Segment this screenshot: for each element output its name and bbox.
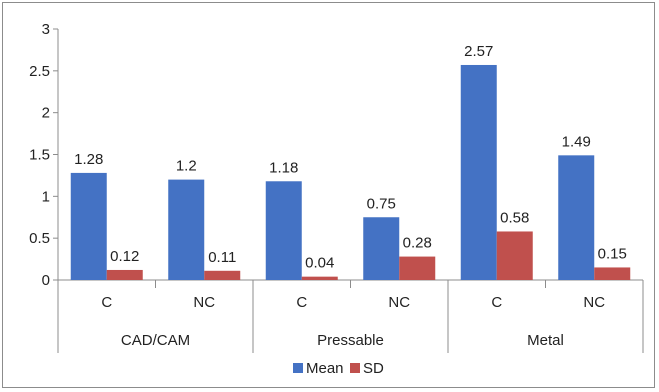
mean-data-label: 1.18 — [269, 159, 298, 176]
mean-bar — [168, 180, 204, 280]
sd-data-label: 0.04 — [305, 255, 334, 272]
x-category-label: NC — [193, 294, 215, 311]
mean-data-label: 2.57 — [464, 43, 493, 60]
bar-chart: 0 0.5 1 1.5 2 2.5 3 1.28 0.12 C 1.2 0.11 NC 1.18 0.04 C… — [3, 3, 656, 389]
x-category-label: C — [296, 294, 307, 311]
mean-bar — [461, 65, 497, 280]
sd-bar — [302, 277, 338, 280]
legend-swatch-sd — [350, 363, 360, 373]
sd-data-label: 0.58 — [500, 209, 529, 226]
x-group-label: CAD/CAM — [121, 332, 190, 349]
sd-data-label: 0.12 — [110, 248, 139, 265]
y-tick-label: 0 — [42, 272, 50, 289]
sd-bar — [204, 271, 240, 280]
legend-label-mean: Mean — [306, 360, 344, 377]
sd-bar — [497, 231, 533, 280]
sd-data-label: 0.15 — [598, 245, 627, 262]
sd-data-label: 0.28 — [403, 235, 432, 252]
chart-frame: 0 0.5 1 1.5 2 2.5 3 1.28 0.12 C 1.2 0.11 NC 1.18 0.04 C… — [2, 2, 655, 388]
legend-swatch-mean — [293, 363, 303, 373]
mean-bar — [363, 217, 399, 280]
x-category-label: C — [101, 294, 112, 311]
x-category-label: C — [491, 294, 502, 311]
sd-data-label: 0.11 — [208, 249, 236, 266]
y-tick-label: 1.5 — [29, 147, 50, 164]
y-tick-label: 2 — [42, 105, 50, 122]
legend-label-sd: SD — [363, 360, 384, 377]
x-category-label: NC — [583, 294, 605, 311]
mean-bar — [266, 181, 302, 280]
mean-bar — [71, 173, 107, 280]
x-group-label: Pressable — [317, 332, 384, 349]
y-tick-label: 1 — [42, 188, 50, 205]
mean-data-label: 1.49 — [562, 133, 591, 150]
y-tick-label: 0.5 — [29, 230, 50, 247]
sd-bar — [107, 270, 143, 280]
mean-bar — [558, 155, 594, 280]
sd-bar — [594, 267, 630, 280]
mean-data-label: 1.28 — [74, 151, 103, 168]
sd-bar — [399, 257, 435, 280]
x-group-label: Metal — [527, 332, 564, 349]
y-tick-label: 3 — [42, 21, 50, 38]
mean-data-label: 1.2 — [176, 158, 197, 175]
x-category-label: NC — [388, 294, 410, 311]
mean-data-label: 0.75 — [367, 195, 396, 212]
y-tick-label: 2.5 — [29, 63, 50, 80]
